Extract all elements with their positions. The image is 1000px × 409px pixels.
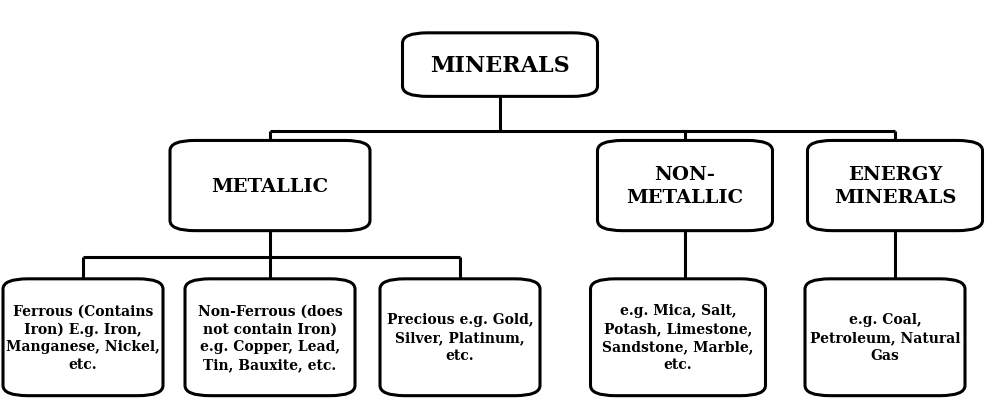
FancyBboxPatch shape: [808, 141, 982, 231]
Text: Ferrous (Contains
Iron) E.g. Iron,
Manganese, Nickel,
etc.: Ferrous (Contains Iron) E.g. Iron, Manga…: [6, 303, 160, 371]
FancyBboxPatch shape: [380, 279, 540, 396]
FancyBboxPatch shape: [402, 34, 597, 97]
Text: METALLIC: METALLIC: [211, 177, 329, 195]
FancyBboxPatch shape: [598, 141, 772, 231]
Text: NON-
METALLIC: NON- METALLIC: [626, 166, 744, 207]
Text: Precious e.g. Gold,
Silver, Platinum,
etc.: Precious e.g. Gold, Silver, Platinum, et…: [387, 312, 533, 362]
FancyBboxPatch shape: [805, 279, 965, 396]
Text: MINERALS: MINERALS: [430, 54, 570, 76]
FancyBboxPatch shape: [590, 279, 766, 396]
Text: ENERGY
MINERALS: ENERGY MINERALS: [834, 166, 956, 207]
FancyBboxPatch shape: [3, 279, 163, 396]
Text: Non-Ferrous (does
not contain Iron)
e.g. Copper, Lead,
Tin, Bauxite, etc.: Non-Ferrous (does not contain Iron) e.g.…: [198, 304, 342, 371]
Text: e.g. Mica, Salt,
Potash, Limestone,
Sandstone, Marble,
etc.: e.g. Mica, Salt, Potash, Limestone, Sand…: [602, 304, 754, 371]
Text: e.g. Coal,
Petroleum, Natural
Gas: e.g. Coal, Petroleum, Natural Gas: [810, 312, 960, 362]
FancyBboxPatch shape: [170, 141, 370, 231]
FancyBboxPatch shape: [185, 279, 355, 396]
